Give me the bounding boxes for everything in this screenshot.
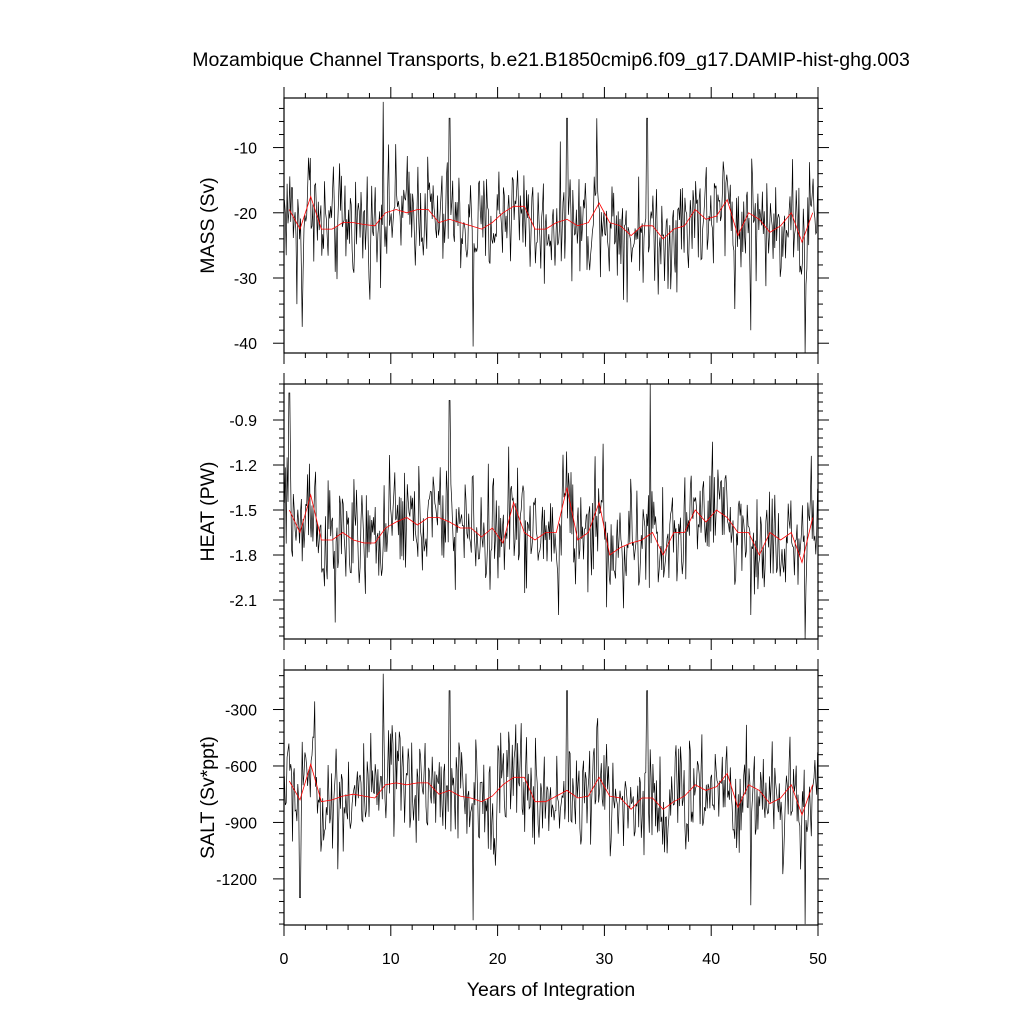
x-tick-label: 30	[596, 951, 614, 968]
chart-title: Mozambique Channel Transports, b.e21.B18…	[192, 49, 910, 71]
y-tick-label: -1.5	[229, 503, 257, 520]
panels: -10 -20 -30 -40 MASS (Sv) -0.9 -1.2 -1.5 -1.8 -2.…	[197, 87, 829, 1001]
y-axis-label: SALT (Sv*ppt)	[197, 736, 219, 859]
y-tick-label: -20	[234, 206, 257, 223]
y-tick-label: -10	[234, 141, 257, 158]
monthly-series-salt	[284, 673, 818, 925]
x-axis-label: Years of Integration	[467, 979, 635, 1001]
y-tick-label: -40	[234, 336, 257, 353]
y-tick-label: -1.2	[229, 458, 257, 475]
panel-mass: -10 -20 -30 -40 MASS (Sv)	[197, 87, 829, 364]
monthly-series-heat	[284, 384, 818, 639]
plot-frame	[283, 383, 819, 640]
y-tick-label: -600	[225, 759, 257, 776]
annual-mean-series-mass	[288, 195, 814, 244]
monthly-series-mass	[284, 101, 818, 353]
panel-heat: -0.9 -1.2 -1.5 -1.8 -2.1 HEAT (PW)	[197, 373, 829, 650]
x-tick-label: 50	[809, 951, 827, 968]
y-tick-label: -1.8	[229, 548, 257, 565]
y-tick-label: -1200	[216, 872, 257, 889]
y-axis-label: HEAT (PW)	[197, 461, 219, 561]
x-tick-label: 20	[489, 951, 507, 968]
annual-mean-series-salt	[288, 762, 814, 817]
annual-mean-series-heat	[288, 487, 814, 564]
x-tick-label: 40	[702, 951, 720, 968]
plot-frame	[283, 669, 819, 926]
x-tick-label: 0	[280, 951, 289, 968]
x-tick-label: 10	[382, 951, 400, 968]
panel-salt: -300 -600 -900 -1200 SALT (Sv*ppt) 0 10 20 30 40 5…	[197, 659, 829, 1001]
y-axis-label: MASS (Sv)	[197, 177, 219, 273]
y-tick-label: -900	[225, 815, 257, 832]
y-tick-label: -2.1	[229, 593, 257, 610]
y-tick-label: -30	[234, 271, 257, 288]
y-tick-label: -300	[225, 703, 257, 720]
y-tick-label: -0.9	[229, 413, 257, 430]
